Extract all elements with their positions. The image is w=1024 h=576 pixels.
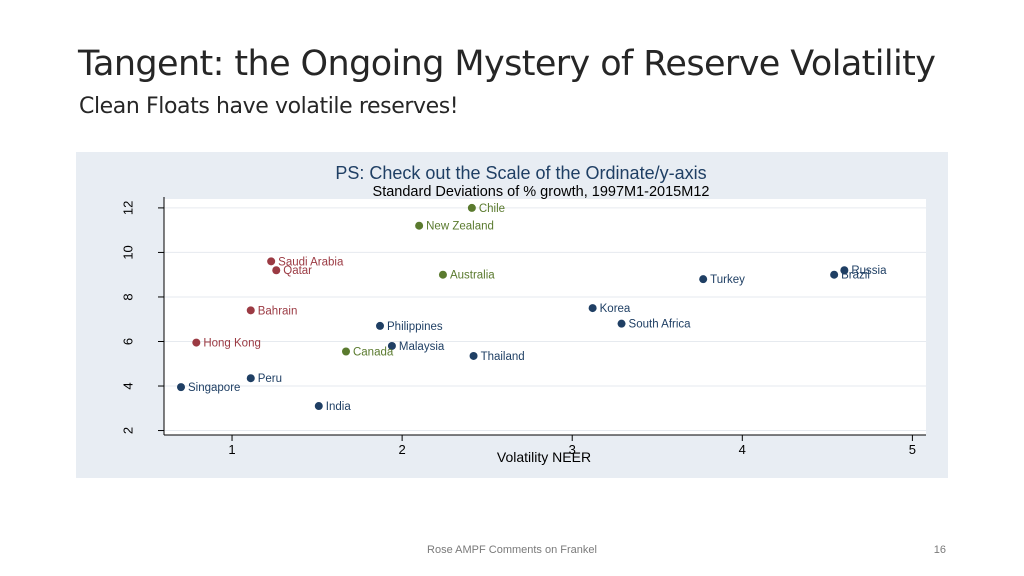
y-tick-label: 8 [121, 293, 136, 300]
data-label-brazil: Brazil [841, 270, 870, 282]
data-label-qatar: Qatar [283, 265, 312, 277]
data-point-turkey [699, 275, 708, 284]
y-tick-label: 4 [121, 382, 136, 389]
data-point-malaysia [387, 341, 396, 350]
x-tick-label: 5 [909, 442, 916, 457]
data-label-chile: Chile [479, 203, 505, 215]
data-label-singapore: Singapore [188, 382, 240, 394]
data-point-chile [467, 203, 476, 212]
x-tick-label: 4 [739, 442, 746, 457]
data-label-russia: Russia [851, 265, 887, 277]
chart-title: PS: Check out the Scale of the Ordinate/… [335, 163, 706, 183]
plot-area [164, 199, 926, 435]
data-point-singapore [177, 383, 186, 392]
slide-subtitle: Clean Floats have volatile reserves! [79, 94, 459, 119]
data-point-bahrain [246, 306, 255, 315]
slide-footer: Rose AMPF Comments on Frankel [427, 544, 597, 556]
data-point-russia [840, 266, 849, 275]
data-point-brazil [830, 270, 839, 279]
scatter-chart: PS: Check out the Scale of the Ordinate/… [121, 163, 926, 465]
data-label-bahrain: Bahrain [258, 305, 298, 317]
data-point-australia [438, 270, 447, 279]
data-point-thailand [469, 351, 478, 360]
x-axis-label: Volatility NEER [497, 449, 591, 465]
chart-panel: PS: Check out the Scale of the Ordinate/… [76, 152, 948, 478]
grid-lines [164, 207, 926, 432]
y-tick-label: 10 [121, 245, 136, 259]
data-point-india [314, 402, 323, 411]
data-point-hong-kong [192, 338, 201, 347]
data-label-australia: Australia [450, 270, 495, 282]
y-tick-label: 2 [121, 427, 136, 434]
data-point-peru [246, 374, 255, 383]
data-label-turkey: Turkey [710, 274, 745, 286]
data-label-peru: Peru [258, 373, 282, 385]
data-label-hong-kong: Hong Kong [203, 338, 261, 350]
data-point-south-africa [617, 319, 626, 328]
data-point-qatar [272, 266, 281, 275]
data-label-malaysia: Malaysia [399, 341, 445, 353]
x-tick-label: 3 [569, 442, 576, 457]
data-label-thailand: Thailand [481, 351, 525, 363]
x-tick-label: 2 [399, 442, 406, 457]
data-label-saudi-arabia: Saudi Arabia [278, 256, 344, 268]
data-point-philippines [376, 321, 385, 330]
data-point-new-zealand [415, 221, 424, 230]
y-tick-label: 12 [121, 201, 136, 215]
data-label-india: India [326, 401, 352, 413]
chart-subtitle: Standard Deviations of % growth, 1997M1-… [373, 184, 710, 200]
data-label-canada: Canada [353, 347, 394, 359]
data-point-canada [341, 347, 350, 356]
x-tick-label: 1 [228, 442, 235, 457]
data-label-south-africa: South Africa [629, 319, 692, 331]
data-label-philippines: Philippines [387, 321, 443, 333]
data-point-korea [588, 304, 597, 313]
slide-title: Tangent: the Ongoing Mystery of Reserve … [78, 44, 936, 84]
y-tick-label: 6 [121, 338, 136, 345]
data-label-korea: Korea [600, 303, 631, 315]
data-point-saudi-arabia [267, 257, 276, 266]
page-number: 16 [933, 544, 946, 556]
data-label-new-zealand: New Zealand [426, 221, 494, 233]
